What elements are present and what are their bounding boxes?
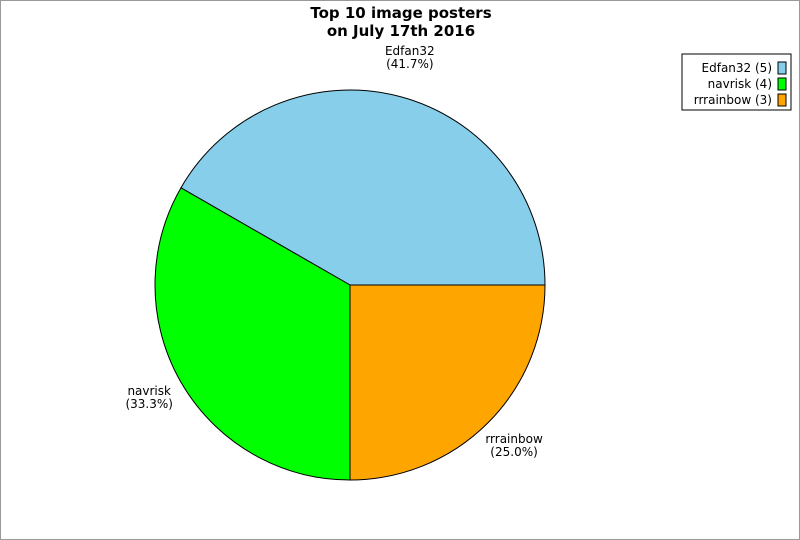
- pie-slice: [154, 187, 351, 481]
- slice-value-label: (41.7%): [386, 57, 433, 71]
- slice-label: Edfan32: [385, 44, 435, 58]
- legend-label: navrisk (4): [708, 77, 772, 91]
- legend-box: [681, 53, 792, 111]
- slice-value-label: (33.3%): [125, 397, 172, 411]
- slice-label: navrisk: [127, 384, 171, 398]
- legend-swatch: [777, 77, 787, 91]
- pie-slice: [349, 284, 546, 481]
- legend-swatch: [777, 61, 787, 75]
- slice-label: rrrainbow: [485, 432, 543, 446]
- pie-slice: [180, 89, 546, 286]
- slice-value-label: (25.0%): [490, 445, 537, 459]
- chart-title: Top 10 image posters on July 17th 2016: [310, 4, 492, 40]
- legend-label: rrrainbow (3): [694, 93, 772, 107]
- legend-swatch: [777, 93, 787, 107]
- legend-label: Edfan32 (5): [702, 61, 772, 75]
